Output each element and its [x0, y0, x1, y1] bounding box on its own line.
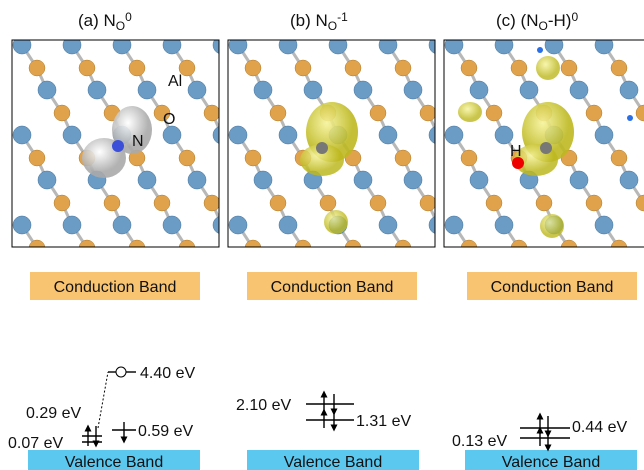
band-label: Valence Band	[65, 454, 163, 470]
title-part: -H)	[548, 11, 572, 30]
title-part: (a) N	[78, 11, 116, 30]
band-label: Valence Band	[502, 454, 600, 470]
panel-title: (a) NO0	[78, 10, 132, 33]
energy-levels	[306, 394, 354, 428]
atom-label: H	[510, 143, 522, 160]
band-label: Conduction Band	[54, 279, 177, 296]
title-part: (b) N	[290, 11, 328, 30]
title-part: O	[116, 19, 125, 33]
band-label: Conduction Band	[491, 279, 614, 296]
level-label: 4.40 eV	[140, 365, 195, 382]
level-label: 1.31 eV	[356, 413, 411, 430]
atom-label: N	[132, 133, 144, 150]
level-label: 0.07 eV	[8, 435, 63, 452]
title-part: (c) (N	[496, 11, 538, 30]
title-part: 0	[571, 10, 578, 24]
level-label: 2.10 eV	[236, 397, 291, 414]
level-label: 0.29 eV	[26, 405, 81, 422]
band-label: Conduction Band	[271, 279, 394, 296]
atom-label: Al	[168, 73, 182, 90]
title-part: -1	[337, 10, 348, 24]
title-part: O	[328, 19, 337, 33]
energy-levels	[82, 367, 136, 446]
panel-title: (c) (NO-H)0	[496, 10, 578, 33]
band-label: Valence Band	[284, 454, 382, 470]
level-label: 0.59 eV	[138, 423, 193, 440]
title-part: O	[538, 19, 547, 33]
atom-label: O	[163, 111, 175, 128]
energy-levels	[520, 416, 570, 448]
panel-title: (b) NO-1	[290, 10, 348, 33]
level-label: 0.44 eV	[572, 419, 627, 436]
figure: (a) NO0 (b) NO-1 (c) (NO-H)0 Al O N H Co…	[0, 0, 644, 470]
title-part: 0	[125, 10, 132, 24]
level-label: 0.13 eV	[452, 433, 507, 450]
